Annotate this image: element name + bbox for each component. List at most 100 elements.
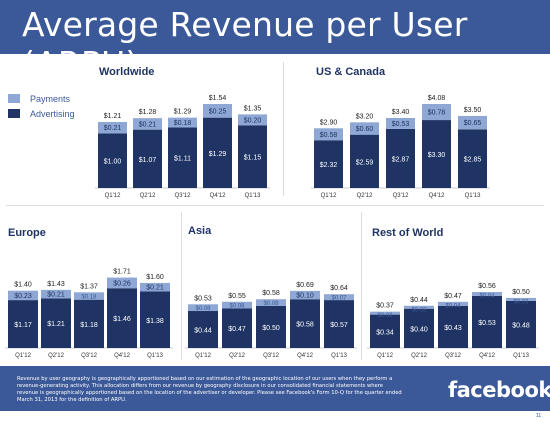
data-label-advertising: $1.07 xyxy=(139,157,157,164)
data-label-advertising: $1.11 xyxy=(174,156,191,163)
bar-payments xyxy=(74,292,104,300)
bar-advertising xyxy=(238,125,267,188)
bar-advertising xyxy=(324,300,354,348)
bar-payments xyxy=(386,118,415,129)
data-label-payments: $0.21 xyxy=(104,125,122,132)
chart-asia-svg: Asia $0.44 $0.08 $0.53 Q1'12 $0.47 $0.08 $0.55 Q… xyxy=(185,225,357,359)
data-label-total: $1.54 xyxy=(209,95,227,102)
legend-swatch-payments xyxy=(8,94,20,103)
bar-advertising xyxy=(8,300,38,348)
data-label-total: $4.08 xyxy=(428,95,446,102)
chart-us-canada: US & Canada $2.32 $0.58 $2.90 Q1'12 $2.59 $0.6… xyxy=(304,60,500,200)
x-tick-label: Q2'12 xyxy=(411,353,427,359)
data-label-advertising: $2.59 xyxy=(356,159,374,166)
x-tick-label: Q4'12 xyxy=(114,353,130,359)
data-label-advertising: $3.30 xyxy=(428,152,446,159)
data-label-total: $2.90 xyxy=(320,119,338,126)
bar-payments xyxy=(98,122,127,134)
bar-advertising xyxy=(140,291,170,348)
data-label-payments: $0.03 xyxy=(411,307,427,313)
x-tick-label: Q1'12 xyxy=(321,193,337,199)
x-tick-label: Q1'12 xyxy=(377,353,393,359)
data-label-payments: $0.10 xyxy=(296,293,314,300)
bar-payments xyxy=(472,292,502,296)
data-label-total: $1.29 xyxy=(174,109,192,116)
data-label-payments: $0.08 xyxy=(263,301,279,307)
data-label-total: $1.37 xyxy=(80,283,98,290)
x-tick-label: Q1'12 xyxy=(105,193,121,199)
chart-title-us-canada: US & Canada xyxy=(316,66,386,78)
bar-advertising xyxy=(350,134,379,188)
chart-title-rest-of-world: Rest of World xyxy=(372,227,443,239)
data-label-advertising: $1.38 xyxy=(146,318,164,325)
data-label-payments: $0.60 xyxy=(356,126,374,133)
data-label-advertising: $1.18 xyxy=(80,322,98,329)
data-label-advertising: $0.53 xyxy=(478,320,496,327)
facebook-logo: facebook xyxy=(448,378,550,402)
data-label-advertising: $2.32 xyxy=(320,162,338,169)
bar-advertising xyxy=(370,314,400,348)
x-tick-label: Q2'12 xyxy=(48,353,64,359)
bar-payments xyxy=(438,301,468,306)
bar-payments xyxy=(222,301,252,309)
bar-payments xyxy=(350,122,379,135)
bar-advertising xyxy=(314,140,343,188)
chart-europe-svg: Europe $1.17 $0.23 $1.40 Q1'12 $1.21 $0.21 $1.4… xyxy=(5,227,173,359)
bar-payments xyxy=(314,128,343,141)
data-label-advertising: $1.29 xyxy=(209,151,227,158)
data-label-payments: $0.23 xyxy=(14,293,32,300)
data-label-advertising: $1.00 xyxy=(104,159,122,166)
x-tick-label: Q4'12 xyxy=(210,193,226,199)
data-label-payments: $0.53 xyxy=(392,121,410,128)
bar-payments xyxy=(370,311,400,315)
data-label-total: $3.20 xyxy=(356,113,374,120)
data-label-payments: $0.18 xyxy=(174,120,192,127)
data-label-payments: $0.21 xyxy=(139,121,157,128)
data-label-total: $1.28 xyxy=(139,109,157,116)
data-label-payments: $0.04 xyxy=(479,294,495,300)
data-label-total: $1.43 xyxy=(47,281,65,288)
x-tick-label: Q2'12 xyxy=(229,353,245,359)
data-label-payments: $0.58 xyxy=(320,132,338,139)
bar-payments xyxy=(404,305,434,309)
data-label-advertising: $0.34 xyxy=(376,329,394,336)
x-tick-label: Q4'12 xyxy=(297,353,313,359)
data-label-total: $0.69 xyxy=(296,282,314,289)
data-label-total: $0.56 xyxy=(478,283,496,290)
data-label-advertising: $1.46 xyxy=(113,316,131,323)
bar-payments xyxy=(506,297,536,301)
data-label-total: $0.58 xyxy=(262,290,280,297)
data-label-advertising: $0.47 xyxy=(228,326,246,333)
bar-advertising xyxy=(133,129,162,188)
data-label-payments: $0.03 xyxy=(513,299,529,305)
data-label-advertising: $1.15 xyxy=(244,155,262,162)
chart-us-canada-svg: US & Canada $2.32 $0.58 $2.90 Q1'12 $2.59 $0.6… xyxy=(311,66,490,199)
bar-advertising xyxy=(188,311,218,348)
section-divider-top xyxy=(283,62,284,196)
x-tick-label: Q1'13 xyxy=(513,353,529,359)
data-label-advertising: $0.57 xyxy=(330,322,348,329)
section-divider-bottom-left xyxy=(181,212,182,360)
section-divider-bottom-right xyxy=(361,212,362,360)
data-label-payments: $0.25 xyxy=(209,108,227,115)
data-label-total: $0.50 xyxy=(512,289,530,296)
bar-advertising xyxy=(458,129,487,188)
bar-advertising xyxy=(256,305,286,348)
bar-payments xyxy=(238,114,267,126)
data-label-advertising: $1.17 xyxy=(14,322,32,329)
x-tick-label: Q2'12 xyxy=(140,193,156,199)
bar-payments xyxy=(256,299,286,306)
chart-asia: Asia $0.44 $0.08 $0.53 Q1'12 $0.47 $0.08 $0.55 Q… xyxy=(184,222,362,362)
data-label-advertising: $0.44 xyxy=(194,328,212,335)
bar-advertising xyxy=(438,305,468,348)
data-label-total: $0.64 xyxy=(330,285,348,292)
data-label-advertising: $0.43 xyxy=(444,325,462,332)
data-label-total: $1.40 xyxy=(14,282,32,289)
bar-payments xyxy=(458,115,487,130)
footnote-text: Revenue by user geography is geographica… xyxy=(17,376,402,403)
data-label-payments: $0.08 xyxy=(195,306,211,312)
data-label-advertising: $0.40 xyxy=(410,326,428,333)
data-label-payments: $0.21 xyxy=(47,292,65,299)
chart-worldwide: Worldwide $1.00 $0.21 $1.21 Q1'12 $1.07 $0.21 $… xyxy=(86,60,282,200)
x-tick-label: Q2'12 xyxy=(357,193,373,199)
